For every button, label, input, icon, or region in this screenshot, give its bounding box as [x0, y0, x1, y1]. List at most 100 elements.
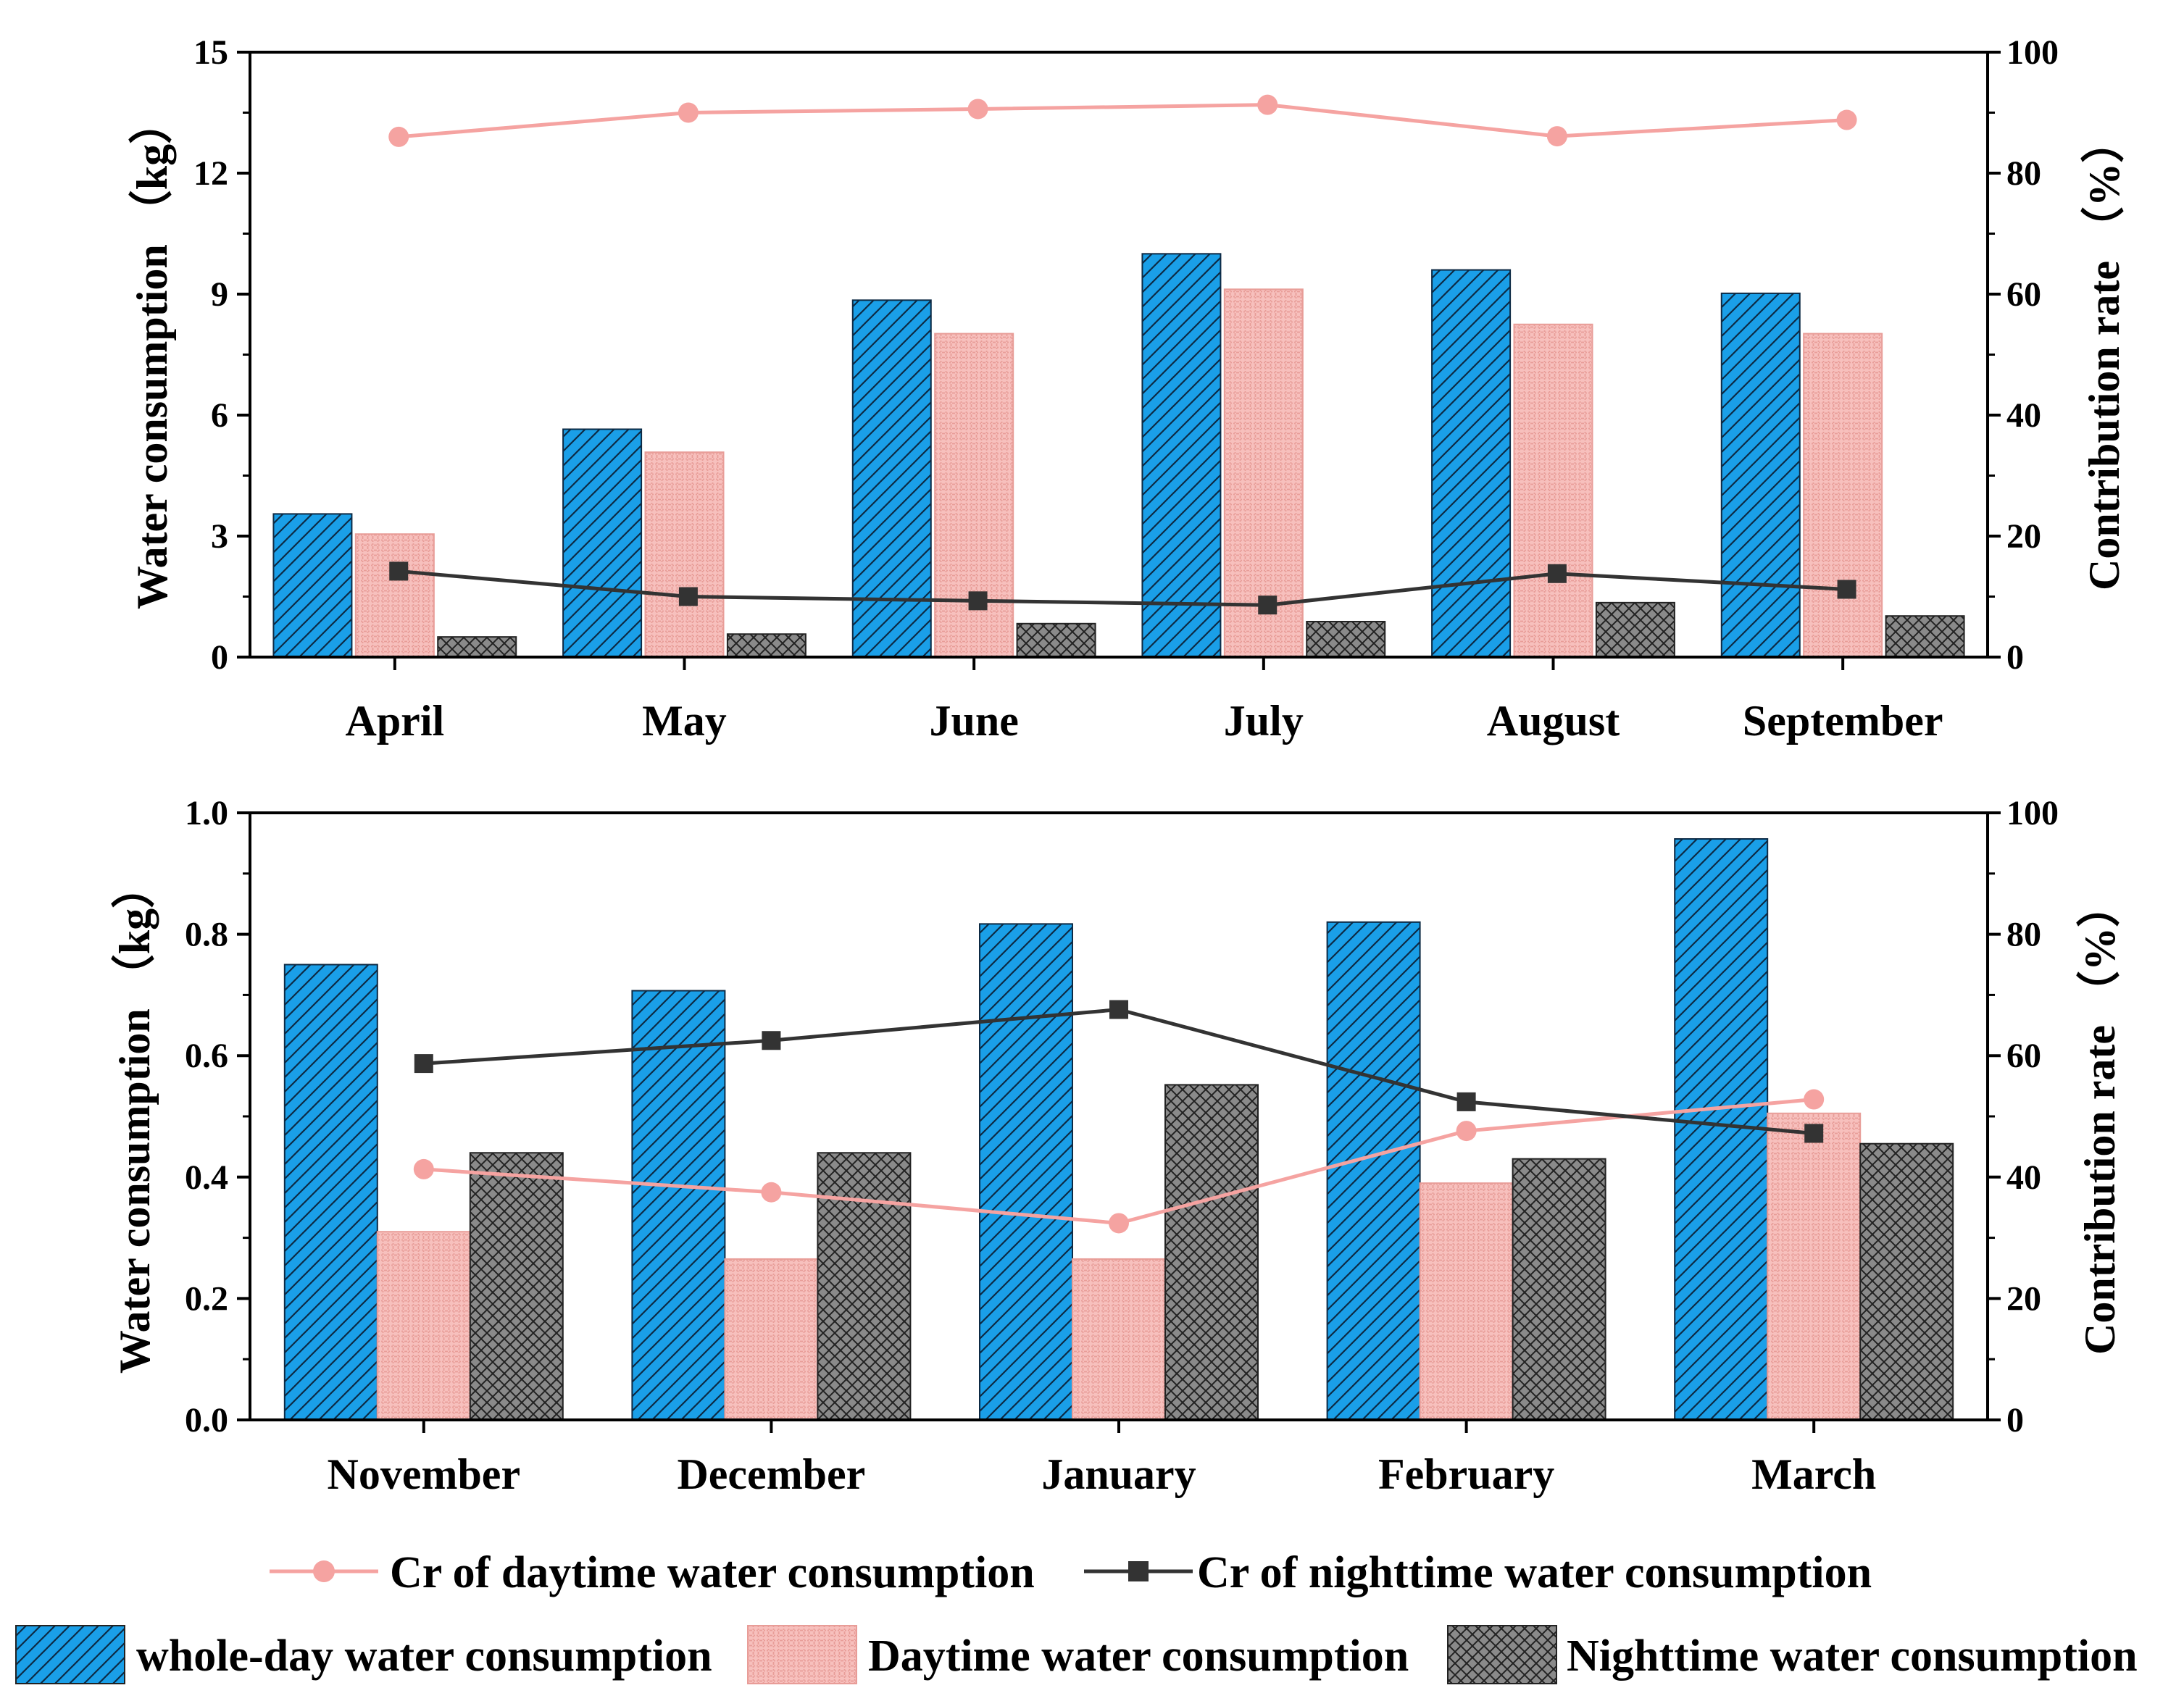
bar-nighttime-water-consumption-march: [1859, 1142, 1954, 1421]
point-cr-of-daytime-water-consumption-january: [1109, 1213, 1129, 1234]
right-tick-label: 100: [2006, 33, 2059, 72]
bar-daytime-water-consumption-december: [724, 1258, 819, 1421]
monthly-chart-november-march: 0.0 0.2 0.4 0.6 0.8 1.0 0 20 40 60 80 100 November De…: [110, 794, 2124, 1498]
point-cr-of-daytime-water-consumption-june: [967, 99, 988, 120]
bar-nighttime-water-consumption-january: [1164, 1084, 1259, 1421]
right-tick-label: 60: [2006, 1037, 2041, 1075]
point-cr-of-nighttime-water-consumption-june: [968, 591, 988, 611]
point-cr-of-nighttime-water-consumption-september: [1837, 580, 1856, 599]
legend-label-nighttime-cr: Cr of nighttime water consumption: [1197, 1548, 1872, 1597]
bar-whole-day-water-consumption-april: [272, 513, 353, 659]
point-cr-of-daytime-water-consumption-july: [1257, 94, 1278, 115]
x-tick-label-july: July: [1224, 697, 1304, 745]
left-tick-label: 12: [193, 154, 228, 193]
legend-marker-daytime-cr: [313, 1560, 335, 1582]
left-tick-label: 0.6: [185, 1037, 228, 1075]
x-tick-label-september: September: [1743, 697, 1943, 745]
point-cr-of-nighttime-water-consumption-august: [1547, 564, 1567, 583]
right-tick-label: 0: [2006, 1401, 2024, 1439]
bar-whole-day-water-consumption-july: [1141, 253, 1222, 659]
left-tick-label: 6: [211, 396, 228, 435]
point-cr-of-nighttime-water-consumption-april: [389, 561, 409, 581]
left-tick-label: 15: [193, 33, 228, 72]
left-tick-label: 0.0: [185, 1401, 228, 1439]
legend: Cr of daytime water consumption Cr of ni…: [15, 1548, 2138, 1684]
left-tick-label: 0.4: [185, 1158, 228, 1197]
point-cr-of-nighttime-water-consumption-march: [1804, 1124, 1824, 1143]
right-tick-label: 80: [2006, 154, 2041, 193]
x-tick-label-march: March: [1751, 1450, 1876, 1498]
point-cr-of-daytime-water-consumption-november: [413, 1158, 434, 1179]
legend-label-whole-day: whole-day water consumption: [136, 1631, 712, 1681]
line-cr-of-nighttime-water-consumption: [399, 569, 1847, 607]
legend-swatch-nighttime: [1447, 1625, 1557, 1684]
bar-daytime-water-consumption-august: [1513, 323, 1593, 658]
point-cr-of-nighttime-water-consumption-may: [678, 587, 698, 606]
right-tick-label: 40: [2006, 1158, 2041, 1197]
x-tick-label-august: August: [1487, 697, 1620, 745]
bar-whole-day-water-consumption-may: [562, 428, 643, 658]
right-tick-label: 20: [2006, 1279, 2041, 1318]
y-axis-title-right: Contribution rate （%）: [2075, 884, 2124, 1355]
point-cr-of-nighttime-water-consumption-july: [1258, 595, 1278, 615]
bar-whole-day-water-consumption-august: [1431, 269, 1512, 659]
right-tick-label: 60: [2006, 275, 2041, 314]
bar-daytime-water-consumption-november: [376, 1231, 471, 1421]
point-cr-of-nighttime-water-consumption-december: [762, 1031, 781, 1050]
x-tick-label-february: February: [1378, 1450, 1554, 1498]
right-tick-label: 80: [2006, 916, 2041, 954]
left-tick-label: 3: [211, 517, 228, 556]
bar-nighttime-water-consumption-june: [1016, 622, 1096, 659]
bar-daytime-water-consumption-march: [1767, 1112, 1862, 1421]
left-tick-label: 0.8: [185, 916, 228, 954]
monthly-chart-april-september: 0 3 6 9 12 15 0 20 40 60 80 100 April May June July Augu…: [128, 33, 2128, 745]
x-tick-label-november: November: [328, 1450, 521, 1498]
bar-whole-day-water-consumption-june: [851, 299, 932, 658]
y-axis-title-left: Water consumption （kg）: [128, 101, 176, 609]
bar-nighttime-water-consumption-may: [726, 633, 807, 659]
bar-daytime-water-consumption-february: [1419, 1182, 1514, 1421]
bar-nighttime-water-consumption-august: [1595, 601, 1675, 658]
point-cr-of-nighttime-water-consumption-february: [1456, 1092, 1476, 1111]
left-tick-label: 0: [211, 638, 228, 677]
point-cr-of-daytime-water-consumption-may: [678, 102, 699, 123]
point-cr-of-daytime-water-consumption-february: [1456, 1121, 1477, 1142]
bar-whole-day-water-consumption-november: [283, 964, 378, 1421]
bar-daytime-water-consumption-may: [644, 451, 725, 658]
bar-nighttime-water-consumption-november: [469, 1152, 564, 1421]
bar-nighttime-water-consumption-september: [1885, 615, 1965, 658]
point-cr-of-nighttime-water-consumption-january: [1109, 1000, 1128, 1019]
left-tick-label: 1.0: [185, 794, 228, 832]
bar-whole-day-water-consumption-september: [1720, 292, 1801, 658]
right-tick-label: 20: [2006, 517, 2041, 556]
bar-daytime-water-consumption-april: [354, 533, 435, 659]
legend-label-nighttime: Nighttime water consumption: [1567, 1631, 2138, 1681]
left-tick-label: 0.2: [185, 1279, 228, 1318]
bar-daytime-water-consumption-september: [1803, 333, 1883, 658]
x-tick-label-april: April: [345, 697, 444, 745]
right-tick-label: 100: [2006, 794, 2059, 832]
bar-whole-day-water-consumption-february: [1326, 921, 1421, 1421]
bar-nighttime-water-consumption-february: [1512, 1158, 1606, 1421]
x-tick-label-may: May: [642, 697, 727, 745]
x-tick-label-december: December: [677, 1450, 865, 1498]
bar-nighttime-water-consumption-april: [437, 636, 517, 659]
bar-nighttime-water-consumption-july: [1306, 621, 1386, 658]
point-cr-of-daytime-water-consumption-september: [1836, 109, 1857, 130]
bar-nighttime-water-consumption-december: [817, 1152, 912, 1421]
right-tick-label: 0: [2006, 638, 2024, 677]
legend-label-daytime: Daytime water consumption: [868, 1631, 1409, 1681]
y-axis-title-left: Water consumption （kg）: [110, 865, 159, 1374]
point-cr-of-daytime-water-consumption-december: [761, 1182, 782, 1203]
right-tick-label: 40: [2006, 396, 2041, 435]
y-axis-title-right: Contribution rate （%）: [2080, 120, 2128, 590]
line-cr-of-daytime-water-consumption: [399, 103, 1847, 139]
bar-daytime-water-consumption-january: [1072, 1258, 1166, 1421]
legend-label-daytime-cr: Cr of daytime water consumption: [390, 1548, 1035, 1597]
point-cr-of-daytime-water-consumption-march: [1804, 1089, 1825, 1110]
point-cr-of-nighttime-water-consumption-november: [414, 1054, 433, 1074]
bar-whole-day-water-consumption-january: [979, 923, 1073, 1421]
x-tick-label-january: January: [1041, 1450, 1196, 1498]
bar-whole-day-water-consumption-december: [631, 990, 726, 1421]
